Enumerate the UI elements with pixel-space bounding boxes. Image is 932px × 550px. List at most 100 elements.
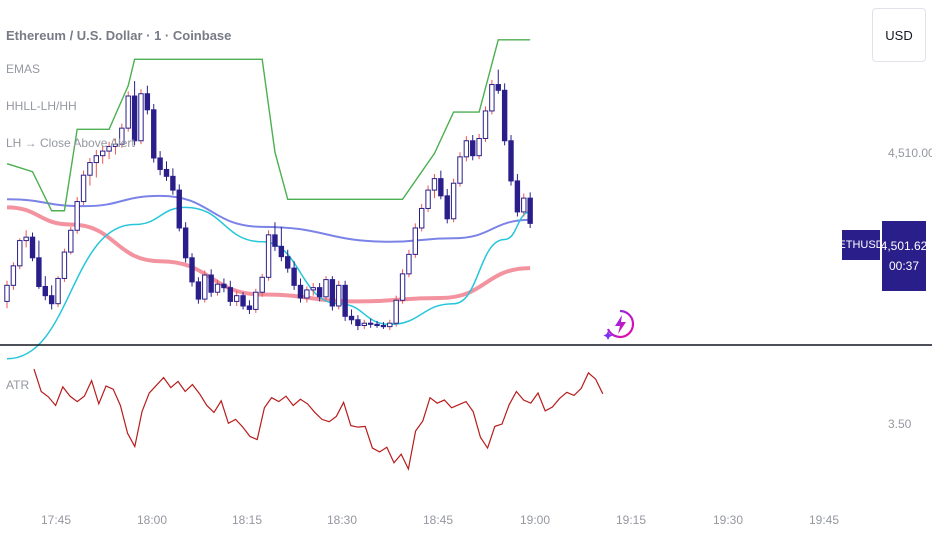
candle[interactable] [278,226,285,262]
candle[interactable] [240,292,246,310]
candle[interactable] [138,89,144,145]
candle[interactable] [80,170,87,206]
candle[interactable] [4,280,10,309]
currency-button[interactable]: USD [872,8,926,62]
candle[interactable] [112,138,119,155]
candle[interactable] [470,135,476,161]
candle[interactable] [74,196,80,234]
candle[interactable] [304,286,310,303]
candle[interactable] [501,83,508,146]
candle[interactable] [29,232,36,262]
candle[interactable] [482,106,489,142]
candle-body [476,137,482,157]
candle[interactable] [170,168,176,195]
candle[interactable] [412,223,419,258]
indicator-label-lh-alert[interactable]: LH → Close Above Alert [6,136,135,150]
candle[interactable] [336,280,342,310]
candle-body [93,155,100,164]
candle[interactable] [189,253,195,287]
ema-mid-line[interactable] [6,194,531,243]
candle[interactable] [48,285,55,310]
candle-body [457,156,463,184]
candle[interactable] [131,81,138,146]
atr-line[interactable] [33,368,604,471]
candle[interactable] [425,185,431,212]
candle[interactable] [10,262,17,290]
hh-level-line[interactable] [6,39,531,212]
atr-label[interactable]: ATR [6,378,30,392]
candle[interactable] [208,269,214,297]
candle[interactable] [489,79,495,115]
candle[interactable] [348,309,355,325]
candle[interactable] [355,315,361,331]
indicator-label-hhll[interactable]: HHLL-LH/HH [6,99,77,113]
candle[interactable] [374,320,380,328]
candle[interactable] [42,276,48,301]
candle[interactable] [342,280,348,321]
candle[interactable] [285,249,291,273]
candle[interactable] [323,276,329,301]
candle[interactable] [119,123,125,148]
candle[interactable] [17,238,23,270]
lightning-alert-icon[interactable] [603,307,637,341]
candle[interactable] [36,240,42,289]
candle[interactable] [463,136,470,162]
candle[interactable] [361,319,367,329]
candle[interactable] [100,145,106,164]
candle[interactable] [495,69,501,94]
candle[interactable] [227,280,234,306]
candle[interactable] [151,104,157,163]
candle[interactable] [431,174,438,199]
candle[interactable] [316,283,323,302]
candle[interactable] [380,322,387,329]
candle[interactable] [259,273,265,297]
candle[interactable] [253,288,259,313]
candle[interactable] [514,174,521,217]
candle[interactable] [125,91,131,132]
candle[interactable] [221,278,227,293]
candle[interactable] [476,133,482,160]
candle[interactable] [291,261,297,290]
candle[interactable] [61,248,68,282]
candle[interactable] [55,276,61,308]
candle[interactable] [508,135,514,186]
candle[interactable] [214,279,221,296]
candle[interactable] [265,230,272,281]
candle[interactable] [202,270,208,303]
candle[interactable] [297,278,304,303]
candle[interactable] [87,157,93,186]
candle[interactable] [450,178,457,223]
candle[interactable] [163,161,170,181]
candle[interactable] [195,277,202,304]
candle[interactable] [521,193,527,217]
candle[interactable] [157,151,163,176]
candle[interactable] [233,291,240,306]
candle[interactable] [246,300,253,315]
candle[interactable] [457,152,463,187]
candle-body [521,197,527,213]
candle[interactable] [106,141,112,160]
candle[interactable] [68,226,74,255]
candle[interactable] [527,192,533,228]
ema-fast-line[interactable] [6,206,531,360]
candle[interactable] [329,276,336,311]
candle[interactable] [419,203,425,232]
candle[interactable] [444,188,450,224]
candle[interactable] [393,295,399,327]
candle[interactable] [176,184,182,232]
candle[interactable] [272,222,278,251]
candle[interactable] [310,283,316,296]
symbol-title[interactable]: Ethereum / U.S. Dollar · 1 · Coinbase [6,28,232,43]
candle[interactable] [387,319,393,331]
candle[interactable] [399,269,406,304]
candle[interactable] [406,249,412,278]
candle[interactable] [23,230,29,248]
candle[interactable] [182,222,189,263]
candle[interactable] [144,85,151,115]
candle[interactable] [367,318,374,328]
candle[interactable] [93,149,100,178]
candle-body [157,157,163,170]
indicator-label-emas[interactable]: EMAS [6,62,41,76]
candle[interactable] [438,170,444,200]
